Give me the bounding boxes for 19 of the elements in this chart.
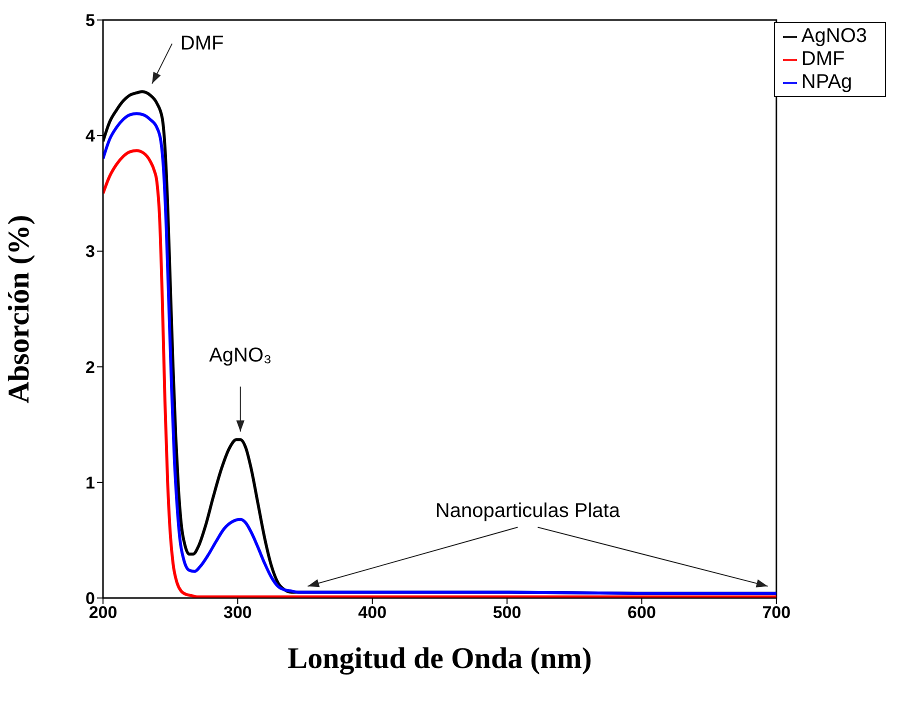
annotation: AgNO₃ xyxy=(209,344,272,367)
y-tick-label: 3 xyxy=(86,242,95,262)
y-tick-label: 4 xyxy=(86,126,96,146)
annotation: Nanoparticulas Plata xyxy=(435,500,621,522)
x-tick-label: 500 xyxy=(492,603,522,622)
y-tick-label: 1 xyxy=(86,473,95,492)
y-axis-title: Absorción (%) xyxy=(2,214,36,404)
y-tick-label: 2 xyxy=(86,358,95,377)
x-tick-label: 400 xyxy=(358,603,387,622)
x-tick-label: 200 xyxy=(88,603,118,622)
x-tick-label: 300 xyxy=(223,603,252,622)
legend-label: NPAg xyxy=(801,71,852,93)
legend-label: AgNO3 xyxy=(801,25,867,47)
x-tick-label: 700 xyxy=(762,603,791,622)
x-tick-label: 600 xyxy=(628,603,656,622)
annotation: DMF xyxy=(180,32,224,55)
y-tick-label: 5 xyxy=(86,11,95,30)
legend-label: DMF xyxy=(801,48,845,70)
x-axis-title: Longitud de Onda (nm) xyxy=(288,642,592,675)
